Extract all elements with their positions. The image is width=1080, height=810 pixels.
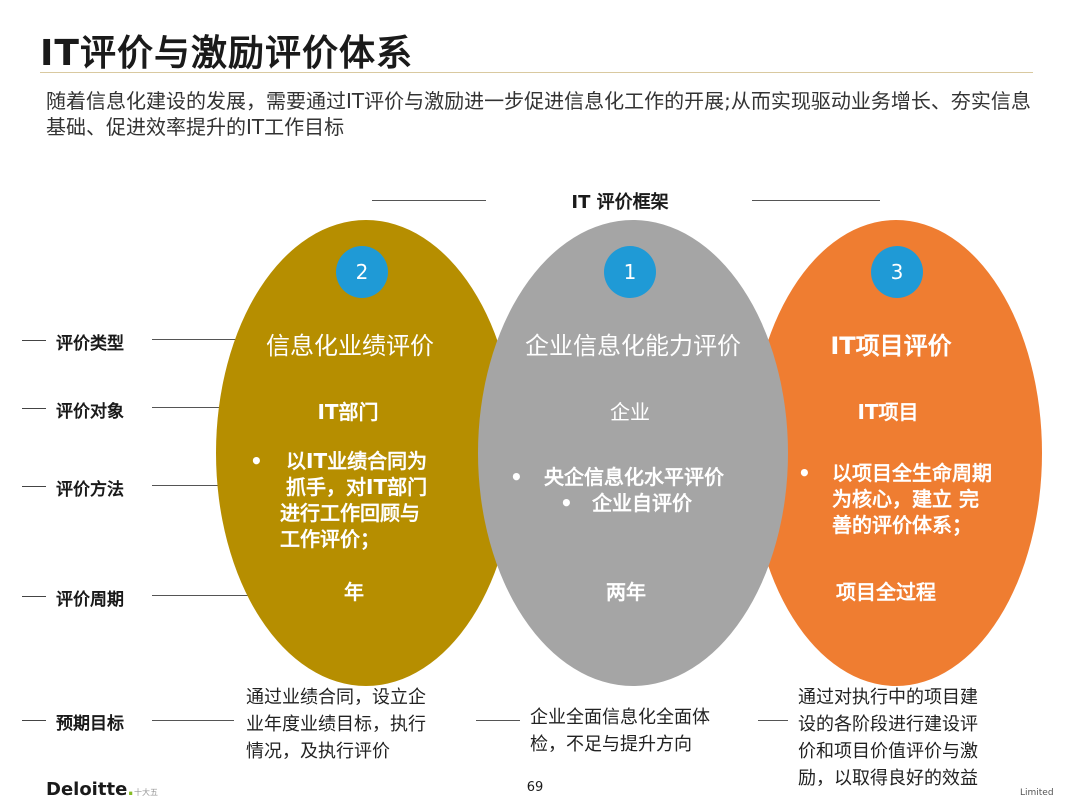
goal-line-right bbox=[758, 720, 788, 721]
goal-it-project-line-2: 设的各阶段进行建设评 bbox=[798, 714, 978, 735]
method-it-project-line-2: 为核心，建立 完 bbox=[832, 487, 979, 511]
deloitte-logo: Deloitte. bbox=[46, 779, 134, 800]
framework-line-left bbox=[372, 200, 486, 201]
row-label-method: 评价方法 bbox=[56, 480, 124, 500]
footer-right-text: Limited bbox=[1020, 788, 1054, 798]
goal-line-middle bbox=[476, 720, 520, 721]
goal-it-project: 通过对执行中的项目建 设的各阶段进行建设评 价和项目价值评价与激 励，以取得良好… bbox=[798, 684, 978, 792]
type-performance: 信息化业绩评价 bbox=[266, 332, 434, 360]
framework-line-right bbox=[752, 200, 880, 201]
goal-performance: 通过业绩合同，设立企 业年度业绩目标，执行 情况，及执行评价 bbox=[246, 684, 426, 765]
method-performance-line-2: 抓手，对IT部门 bbox=[286, 475, 428, 499]
method-it-project-bullet: • bbox=[798, 461, 811, 485]
object-it-project: IT项目 bbox=[857, 400, 919, 424]
row-line-goal bbox=[152, 720, 234, 721]
badge-number-2: 2 bbox=[336, 246, 388, 298]
method-performance-bullet: • bbox=[250, 449, 263, 473]
method-it-project-line-3: 善的评价体系； bbox=[832, 513, 972, 537]
goal-it-project-line-4: 励，以取得良好的效益 bbox=[798, 768, 978, 789]
row-line-object bbox=[152, 407, 232, 408]
row-label-goal: 预期目标 bbox=[56, 714, 124, 734]
title-divider bbox=[40, 72, 1033, 73]
logo-text: Deloitte bbox=[46, 779, 128, 800]
goal-it-project-line-3: 价和项目价值评价与激 bbox=[798, 741, 978, 762]
row-dash-object bbox=[22, 408, 46, 409]
row-dash-method bbox=[22, 486, 46, 487]
method-performance-line-3: 进行工作回顾与 bbox=[280, 501, 420, 525]
row-line-period bbox=[152, 595, 248, 596]
goal-capability-line-2: 检，不足与提升方向 bbox=[530, 734, 692, 755]
goal-it-project-line-1: 通过对执行中的项目建 bbox=[798, 687, 978, 708]
method-capability-bullet-2: • bbox=[560, 491, 573, 515]
method-capability-line-2: 企业自评价 bbox=[592, 491, 692, 515]
page-title: IT评价与激励评价体系 bbox=[40, 33, 413, 74]
row-label-period: 评价周期 bbox=[56, 590, 124, 610]
method-capability-line-1: 央企信息化水平评价 bbox=[544, 465, 724, 489]
row-label-object: 评价对象 bbox=[56, 402, 124, 422]
row-dash-goal bbox=[22, 720, 46, 721]
method-performance-line-4: 工作评价； bbox=[280, 527, 380, 551]
object-enterprise: 企业 bbox=[610, 400, 650, 424]
row-dash-type bbox=[22, 340, 46, 341]
goal-performance-line-3: 情况，及执行评价 bbox=[246, 741, 390, 762]
row-line-type bbox=[152, 339, 262, 340]
method-performance-line-1: 以IT业绩合同为 bbox=[286, 449, 428, 473]
badge-number-3: 3 bbox=[871, 246, 923, 298]
period-capability: 两年 bbox=[606, 580, 646, 604]
footer-note: 十大五 bbox=[134, 788, 158, 797]
goal-performance-line-1: 通过业绩合同，设立企 bbox=[246, 687, 426, 708]
method-it-project-line-1: 以项目全生命周期 bbox=[832, 461, 992, 485]
page-number: 69 bbox=[526, 780, 544, 795]
type-capability: 企业信息化能力评价 bbox=[525, 332, 741, 360]
method-capability-bullet-1: • bbox=[510, 465, 523, 489]
period-it-project: 项目全过程 bbox=[836, 580, 936, 604]
goal-capability-line-1: 企业全面信息化全面体 bbox=[530, 707, 710, 728]
row-line-method bbox=[152, 485, 222, 486]
object-it-department: IT部门 bbox=[317, 400, 379, 424]
goal-performance-line-2: 业年度业绩目标，执行 bbox=[246, 714, 426, 735]
period-performance: 年 bbox=[344, 580, 364, 604]
badge-number-1: 1 bbox=[604, 246, 656, 298]
type-it-project: IT项目评价 bbox=[830, 332, 952, 360]
row-dash-period bbox=[22, 596, 46, 597]
logo-dot: . bbox=[127, 779, 135, 800]
page-subtitle: 随着信息化建设的发展，需要通过IT评价与激励进一步促进信息化工作的开展;从而实现… bbox=[46, 89, 1031, 139]
row-label-type: 评价类型 bbox=[56, 334, 124, 354]
framework-title: IT 评价框架 bbox=[571, 192, 669, 213]
goal-capability: 企业全面信息化全面体 检，不足与提升方向 bbox=[530, 704, 710, 758]
